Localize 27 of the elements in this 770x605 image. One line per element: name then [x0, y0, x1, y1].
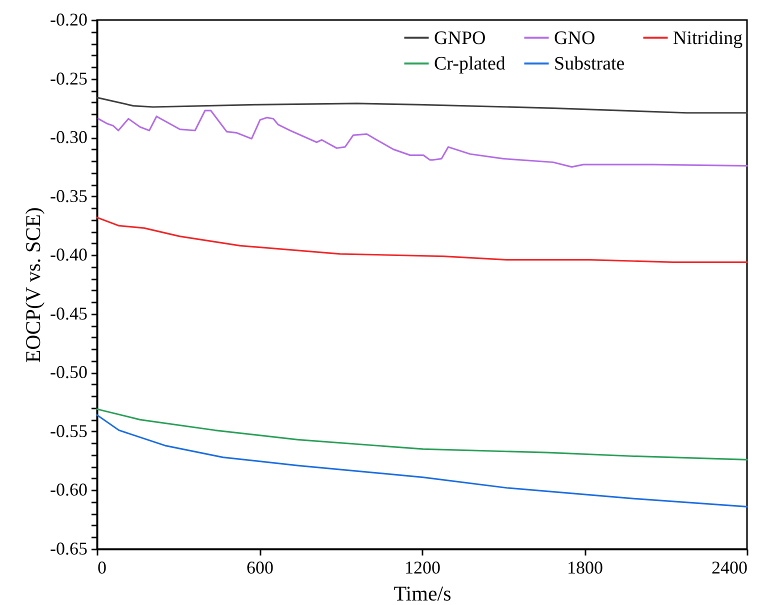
x-tick-label: 1200 [404, 558, 440, 578]
line-series [96, 414, 748, 508]
legend-label: GNO [554, 28, 596, 49]
line-series [96, 96, 748, 114]
line-series [96, 408, 748, 460]
legend-label: Substrate [554, 54, 625, 74]
y-tick-label: -0.25 [50, 68, 88, 88]
legend-label: Cr-plated [434, 54, 506, 74]
x-tick-label: 600 [246, 558, 274, 578]
x-tick-label: 2400 [712, 558, 748, 578]
y-tick-label: -0.40 [50, 244, 88, 265]
x-tick-label: 1800 [567, 558, 603, 578]
y-tick-label: -0.20 [50, 10, 88, 30]
legend-label: Nitriding [673, 28, 744, 49]
x-tick-label: 0 [98, 558, 106, 578]
y-tick-label: -0.45 [50, 303, 88, 324]
y-tick-label: -0.30 [50, 127, 88, 148]
y-tick-label: -0.60 [50, 480, 88, 500]
line-series [96, 216, 748, 263]
y-tick-label: -0.55 [50, 420, 88, 441]
x-axis-title: Time/s [394, 582, 452, 605]
legend-label: GNPO [434, 28, 486, 49]
y-tick-label: -0.35 [50, 186, 88, 206]
y-tick-label: -0.50 [50, 362, 88, 382]
y-tick-label: -0.65 [50, 538, 88, 558]
y-axis-title: EOCP(V vs. SCE) [21, 207, 46, 363]
line-series [98, 110, 748, 168]
